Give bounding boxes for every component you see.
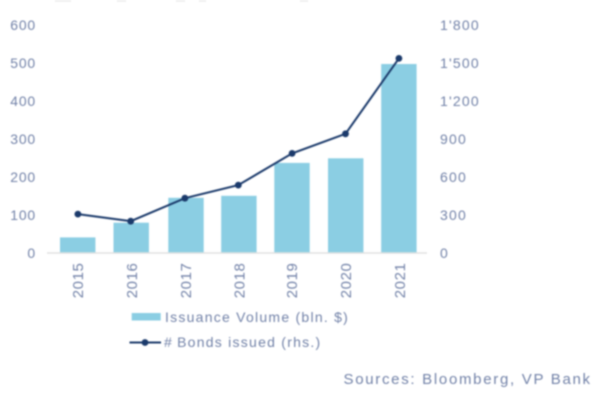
svg-text:2017: 2017 xyxy=(178,263,195,299)
svg-text:1'800: 1'800 xyxy=(440,17,480,33)
svg-text:# Bonds issued (rhs.): # Bonds issued (rhs.) xyxy=(164,334,321,350)
svg-text:2021: 2021 xyxy=(392,263,409,299)
svg-text:600: 600 xyxy=(440,169,467,185)
svg-text:100: 100 xyxy=(10,207,36,223)
svg-text:1'500: 1'500 xyxy=(440,55,480,71)
svg-text:300: 300 xyxy=(10,131,36,147)
svg-text:400: 400 xyxy=(10,93,36,109)
svg-text:Sources: Bloomberg, VP Bank: Sources: Bloomberg, VP Bank xyxy=(344,371,592,388)
svg-text:0: 0 xyxy=(440,245,449,261)
svg-text:900: 900 xyxy=(440,131,467,147)
svg-text:2018: 2018 xyxy=(232,263,249,299)
svg-text:300: 300 xyxy=(440,207,467,223)
svg-text:500: 500 xyxy=(10,55,36,71)
svg-text:2019: 2019 xyxy=(284,263,301,299)
svg-text:2016: 2016 xyxy=(124,263,141,299)
svg-text:1'200: 1'200 xyxy=(440,93,480,109)
svg-text:2015: 2015 xyxy=(70,263,87,299)
svg-text:2020: 2020 xyxy=(338,263,355,299)
svg-text:200: 200 xyxy=(10,169,36,185)
svg-text:600: 600 xyxy=(10,17,36,33)
svg-text:Issuance Volume (bln. $): Issuance Volume (bln. $) xyxy=(165,309,349,325)
svg-text:0: 0 xyxy=(27,245,36,261)
